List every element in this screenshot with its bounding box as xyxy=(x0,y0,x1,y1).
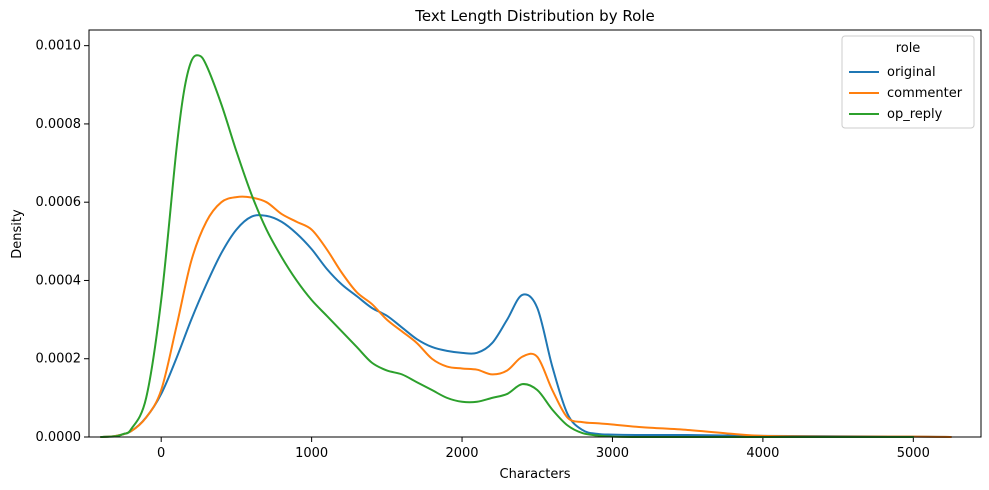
y-tick-label: 0.0004 xyxy=(36,273,82,288)
y-tick-label: 0.0008 xyxy=(36,117,82,132)
legend-label-op-reply: op_reply xyxy=(887,107,943,122)
legend-title: role xyxy=(896,41,921,56)
chart-title: Text Length Distribution by Role xyxy=(414,7,654,25)
x-tick-label: 5000 xyxy=(897,446,930,461)
legend-label-original: original xyxy=(887,65,936,80)
y-axis-title: Density xyxy=(10,209,25,259)
y-tick-label: 0.0000 xyxy=(36,430,82,445)
x-tick-label: 1000 xyxy=(295,446,328,461)
plot-area: 0 1000 2000 3000 4000 5000 0.0000 0.0002 0.0004 0… xyxy=(36,39,952,461)
x-tick-label: 2000 xyxy=(445,446,478,461)
x-tick-label: 0 xyxy=(157,446,165,461)
series-line-commenter xyxy=(100,195,952,438)
series-line-original xyxy=(100,214,952,438)
y-tick-label: 0.0006 xyxy=(36,195,82,210)
series-line-op-reply xyxy=(100,54,915,439)
y-tick-label: 0.0002 xyxy=(36,352,82,367)
x-tick-label: 4000 xyxy=(746,446,779,461)
y-tick-label: 0.0010 xyxy=(36,39,82,54)
legend-box xyxy=(841,35,975,129)
x-axis-title: Characters xyxy=(500,467,571,482)
plot-frame xyxy=(88,29,982,438)
x-tick-label: 3000 xyxy=(596,446,629,461)
legend: role original commenter op_reply xyxy=(841,35,975,129)
legend-label-commenter: commenter xyxy=(887,86,963,101)
